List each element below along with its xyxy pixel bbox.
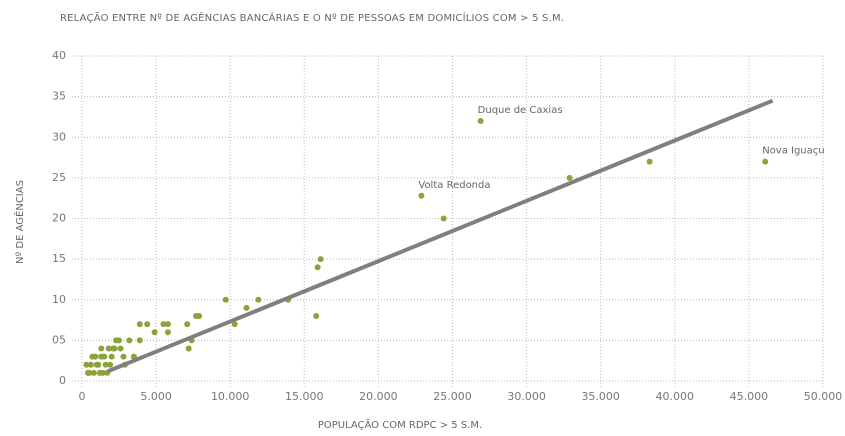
data-point	[98, 345, 105, 352]
x-tick-label: 25.000	[433, 390, 472, 403]
data-point	[193, 313, 200, 319]
data-point	[231, 321, 238, 328]
data-point	[113, 337, 120, 344]
y-axis-label: Nº DE AGÊNCIAS	[13, 180, 26, 264]
data-point	[313, 313, 320, 319]
data-point	[105, 345, 112, 352]
data-point	[87, 361, 94, 368]
data-point	[126, 337, 133, 344]
data-point	[90, 369, 97, 376]
chart-title: RELAÇÃO ENTRE Nº DE AGÊNCIAS BANCÁRIAS E…	[60, 11, 564, 24]
data-point	[107, 361, 114, 368]
x-tick-label: 0	[79, 390, 86, 403]
y-tick-label: 40	[52, 49, 66, 62]
data-point	[418, 192, 425, 199]
data-point	[151, 329, 158, 336]
data-point	[136, 321, 143, 328]
x-tick-label: 30.000	[507, 390, 546, 403]
data-point	[762, 158, 769, 165]
data-point	[317, 256, 324, 263]
trend-line	[107, 98, 774, 374]
y-tick-label: 10	[52, 293, 66, 306]
y-tick-label: 05	[52, 333, 66, 346]
data-point	[184, 321, 191, 328]
data-point	[477, 118, 484, 124]
data-point	[144, 321, 151, 328]
y-tick-label: 0	[59, 374, 66, 387]
data-point	[136, 337, 143, 344]
data-point	[314, 264, 321, 271]
data-point	[255, 296, 262, 303]
x-tick-label: 10.000	[211, 390, 250, 403]
data-point	[83, 361, 90, 368]
x-tick-label: 5.000	[140, 390, 172, 403]
data-point	[222, 296, 229, 303]
data-point	[99, 369, 106, 376]
data-point	[646, 158, 653, 165]
data-point	[93, 361, 100, 368]
data-point	[440, 215, 447, 222]
x-tick-label: 35.000	[581, 390, 620, 403]
data-point	[98, 353, 105, 360]
point-label: Volta Redonda	[418, 180, 490, 191]
y-tick-label: 30	[52, 130, 66, 143]
point-label: Duque de Caxias	[478, 105, 563, 116]
data-point	[164, 321, 171, 328]
data-point	[185, 345, 192, 352]
data-point	[111, 345, 118, 352]
y-tick-label: 15	[52, 252, 66, 265]
x-tick-label: 50.000	[804, 390, 843, 403]
y-tick-label: 25	[52, 171, 66, 184]
data-point	[89, 353, 96, 360]
x-tick-label: 40.000	[656, 390, 695, 403]
data-point	[243, 304, 250, 311]
data-point	[84, 369, 91, 376]
data-point	[102, 361, 109, 368]
x-axis-label: POPULAÇÃO COM RDPC > 5 S.M.	[318, 418, 482, 431]
x-tick-label: 45.000	[730, 390, 769, 403]
x-tick-label: 15.000	[285, 390, 324, 403]
data-point	[566, 174, 573, 181]
data-point	[120, 353, 127, 360]
point-label: Nova Iguaçu	[762, 146, 824, 157]
data-point	[160, 321, 167, 328]
y-tick-label: 20	[52, 212, 66, 225]
y-tick-label: 35	[52, 90, 66, 103]
data-point	[164, 329, 171, 336]
x-tick-label: 20.000	[359, 390, 398, 403]
data-point	[117, 345, 124, 352]
data-point	[108, 353, 115, 360]
